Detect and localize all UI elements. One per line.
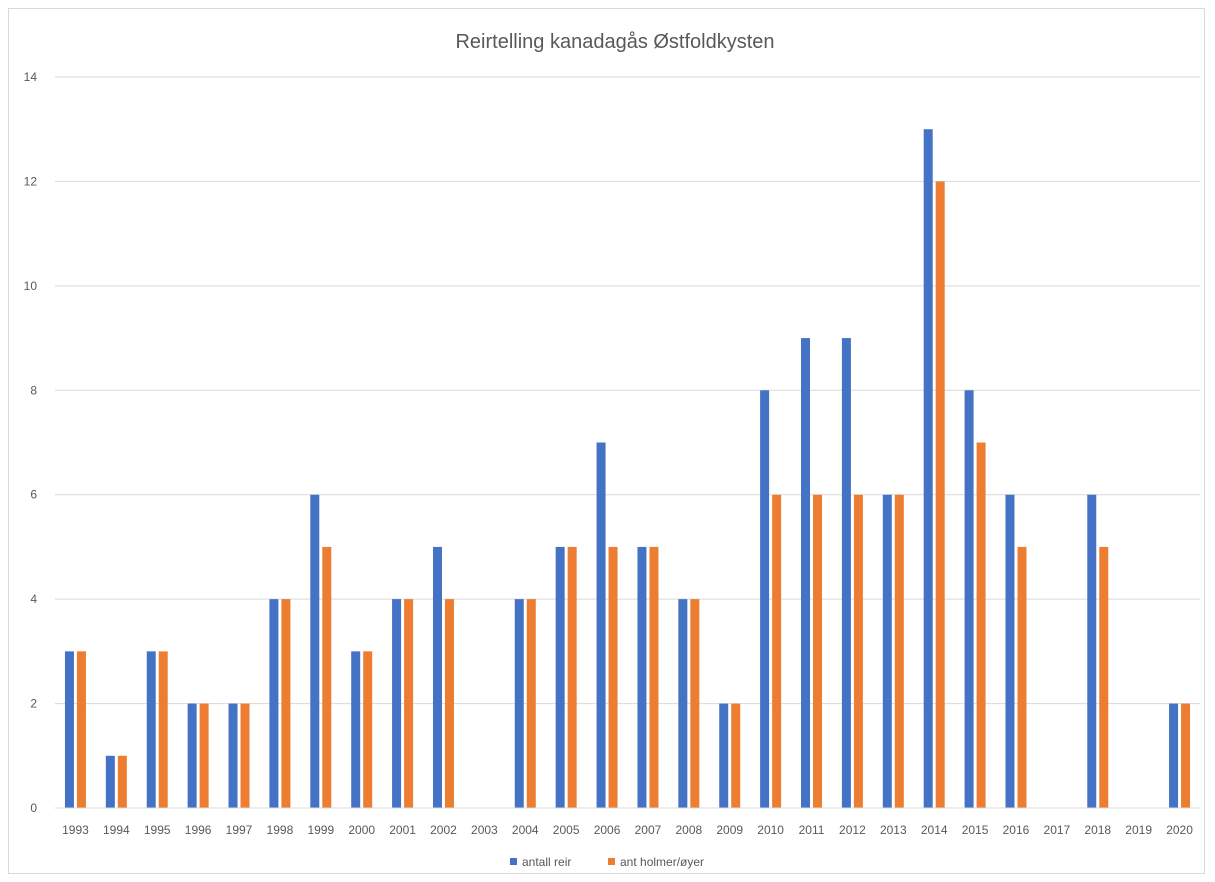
bar [158,651,168,808]
y-tick-label: 6 [30,488,37,502]
x-tick-label: 1993 [62,823,89,837]
bar [432,546,442,808]
bar [1005,494,1015,808]
x-tick-label: 2007 [635,823,662,837]
x-tick-label: 2019 [1125,823,1152,837]
bar [637,546,647,808]
bar [228,703,238,808]
bar [772,494,782,808]
bar [894,494,904,808]
bar [813,494,823,808]
bar [199,703,209,808]
bar [526,599,536,808]
bar [269,599,279,808]
bar [976,442,986,808]
bar [322,546,332,808]
bar [105,755,115,808]
x-tick-label: 1997 [226,823,253,837]
bar [731,703,741,808]
y-tick-label: 4 [30,592,37,606]
x-tick-label: 2000 [348,823,375,837]
y-tick-label: 12 [24,174,38,188]
x-tick-label: 2005 [553,823,580,837]
x-tick-label: 2013 [880,823,907,837]
bar [392,599,402,808]
bar [935,181,945,808]
bar [1099,546,1109,808]
bar [1181,703,1191,808]
x-axis-ticks: 1993 1994 1995 1996 1997 1998 1999 2000 2001 2002… [62,823,1193,837]
bar [1169,703,1179,808]
x-tick-label: 2017 [1044,823,1071,837]
bar [146,651,156,808]
x-tick-label: 2002 [430,823,457,837]
x-tick-label: 2004 [512,823,539,837]
bar [853,494,863,808]
bar [363,651,373,808]
bar [608,546,618,808]
x-tick-label: 2014 [921,823,948,837]
y-tick-label: 14 [24,70,38,84]
legend-label: antall reir [522,855,571,869]
bar [719,703,729,808]
x-tick-label: 2009 [716,823,743,837]
x-tick-label: 2010 [757,823,784,837]
gridlines [55,76,1200,705]
x-tick-label: 2008 [675,823,702,837]
y-tick-label: 0 [30,801,37,815]
bar [690,599,700,808]
x-tick-label: 1999 [307,823,334,837]
bars [64,129,1191,808]
bar [240,703,250,808]
bar [882,494,892,808]
bar [760,390,770,808]
y-axis-ticks: 0 2 4 6 8 10 12 14 [24,70,38,815]
legend: antall reir ant holmer/øyer [510,855,704,869]
bar [404,599,414,808]
bar [964,390,974,808]
x-tick-label: 2012 [839,823,866,837]
bar [801,338,811,808]
bar [555,546,565,808]
x-tick-label: 2016 [1003,823,1030,837]
legend-label: ant holmer/øyer [620,855,704,869]
x-tick-label: 2003 [471,823,498,837]
legend-swatch [510,858,517,865]
x-tick-label: 1995 [144,823,171,837]
bar [187,703,197,808]
bar [567,546,577,808]
y-tick-label: 10 [24,279,38,293]
y-tick-label: 2 [30,697,37,711]
bar [76,651,86,808]
bar [678,599,688,808]
x-tick-label: 1998 [267,823,294,837]
bar [841,338,851,808]
bar [514,599,524,808]
x-tick-label: 1994 [103,823,130,837]
bar [444,599,454,808]
x-tick-label: 2011 [799,823,825,837]
legend-swatch [608,858,615,865]
bar [117,755,127,808]
y-tick-label: 8 [30,383,37,397]
x-tick-label: 1996 [185,823,212,837]
chart-title: Reirtelling kanadagås Østfoldkysten [455,31,774,53]
bar [64,651,74,808]
bar [649,546,659,808]
bar [596,442,606,808]
bar [1017,546,1027,808]
x-tick-label: 2015 [962,823,989,837]
bar [1087,494,1097,808]
x-tick-label: 2001 [389,823,416,837]
bar [351,651,361,808]
x-tick-label: 2006 [594,823,621,837]
bar [310,494,320,808]
bar [923,129,933,808]
x-tick-label: 2020 [1166,823,1193,837]
bar [281,599,291,808]
x-tick-label: 2018 [1084,823,1111,837]
